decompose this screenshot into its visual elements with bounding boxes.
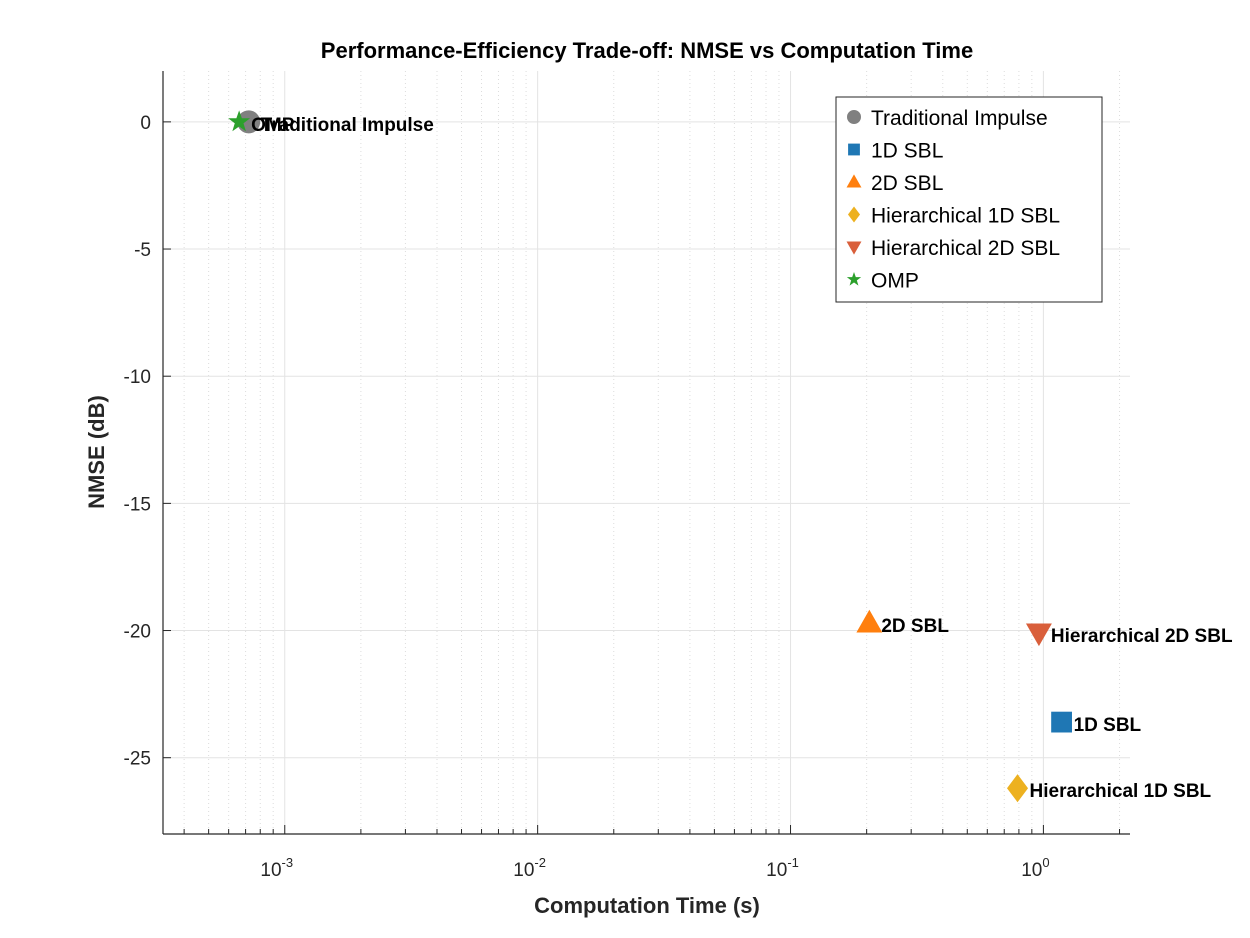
point-label: 2D SBL bbox=[881, 616, 949, 637]
legend-entry: OMP bbox=[871, 270, 919, 293]
x-axis-label: Computation Time (s) bbox=[534, 893, 760, 918]
data-point-triangle-up bbox=[856, 609, 883, 633]
y-tick-label: -25 bbox=[124, 749, 151, 770]
y-tick-label: -15 bbox=[124, 494, 151, 515]
legend-marker-star bbox=[846, 271, 862, 286]
point-labels: Traditional Impulse 1D SBL 2D SBL Hierarchi… bbox=[251, 115, 1233, 802]
data-point-star bbox=[228, 110, 251, 132]
legend-entry: Hierarchical 1D SBL bbox=[871, 205, 1060, 228]
chart-title: Performance-Efficiency Trade-off: NMSE v… bbox=[321, 38, 973, 63]
data-point-triangle-down bbox=[1025, 623, 1052, 647]
legend-marker-diamond bbox=[847, 206, 861, 223]
legend-entry: 2D SBL bbox=[871, 172, 943, 195]
data-points bbox=[228, 110, 1072, 803]
y-tick-label: 0 bbox=[140, 113, 151, 134]
point-label: Traditional Impulse bbox=[261, 115, 434, 136]
legend-entry: 1D SBL bbox=[871, 140, 943, 163]
legend-box bbox=[835, 96, 1103, 303]
legend-marker-triangle-up bbox=[846, 174, 862, 188]
tick-labels: 0 -5 -10 -15 -20 -25 10-3 10-2 10-1 100 bbox=[124, 113, 1050, 881]
grid bbox=[163, 71, 1130, 834]
point-label: 1D SBL bbox=[1074, 715, 1142, 736]
y-tick-label: -10 bbox=[124, 367, 151, 388]
y-axis-label: NMSE (dB) bbox=[84, 395, 109, 509]
legend: Traditional Impulse 1D SBL 2D SBL Hierarchi… bbox=[835, 96, 1103, 303]
legend-marker-square bbox=[848, 143, 860, 156]
point-label: OMP bbox=[251, 115, 295, 136]
legend-marker-circle bbox=[847, 110, 861, 124]
x-tick-label: 100 bbox=[1021, 855, 1049, 881]
legend-entry: Hierarchical 2D SBL bbox=[871, 237, 1060, 260]
data-point-square bbox=[1051, 711, 1072, 733]
point-label: Hierarchical 2D SBL bbox=[1051, 626, 1233, 647]
legend-entry: Traditional Impulse bbox=[871, 107, 1048, 130]
legend-marker-triangle-down bbox=[846, 241, 862, 255]
x-tick-label: 10-1 bbox=[766, 855, 799, 881]
y-tick-label: -5 bbox=[134, 240, 151, 261]
point-label: Hierarchical 1D SBL bbox=[1030, 781, 1212, 802]
y-tick-label: -20 bbox=[124, 622, 151, 643]
x-tick-label: 10-2 bbox=[513, 855, 546, 881]
x-tick-label: 10-3 bbox=[260, 855, 293, 881]
axes bbox=[162, 71, 1130, 835]
data-point-diamond bbox=[1006, 774, 1029, 803]
